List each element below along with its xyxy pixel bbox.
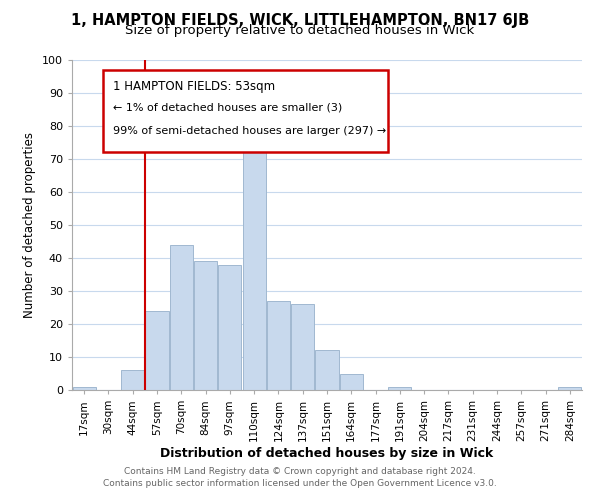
Bar [559, 386, 581, 390]
Bar [194, 262, 217, 390]
Bar [340, 374, 363, 390]
Text: 99% of semi-detached houses are larger (297) →: 99% of semi-detached houses are larger (… [113, 126, 386, 136]
Bar [242, 136, 266, 390]
Bar [170, 245, 193, 390]
Bar [388, 386, 412, 390]
FancyBboxPatch shape [103, 70, 388, 152]
Text: Contains HM Land Registry data © Crown copyright and database right 2024.: Contains HM Land Registry data © Crown c… [124, 467, 476, 476]
Text: ← 1% of detached houses are smaller (3): ← 1% of detached houses are smaller (3) [113, 103, 342, 113]
Y-axis label: Number of detached properties: Number of detached properties [23, 132, 37, 318]
Text: 1, HAMPTON FIELDS, WICK, LITTLEHAMPTON, BN17 6JB: 1, HAMPTON FIELDS, WICK, LITTLEHAMPTON, … [71, 12, 529, 28]
Bar [121, 370, 144, 390]
Bar [145, 311, 169, 390]
X-axis label: Distribution of detached houses by size in Wick: Distribution of detached houses by size … [160, 446, 494, 460]
Bar [267, 301, 290, 390]
Text: 1 HAMPTON FIELDS: 53sqm: 1 HAMPTON FIELDS: 53sqm [113, 80, 275, 93]
Text: Size of property relative to detached houses in Wick: Size of property relative to detached ho… [125, 24, 475, 37]
Bar [291, 304, 314, 390]
Bar [316, 350, 338, 390]
Bar [218, 264, 241, 390]
Text: Contains public sector information licensed under the Open Government Licence v3: Contains public sector information licen… [103, 478, 497, 488]
Bar [73, 386, 95, 390]
